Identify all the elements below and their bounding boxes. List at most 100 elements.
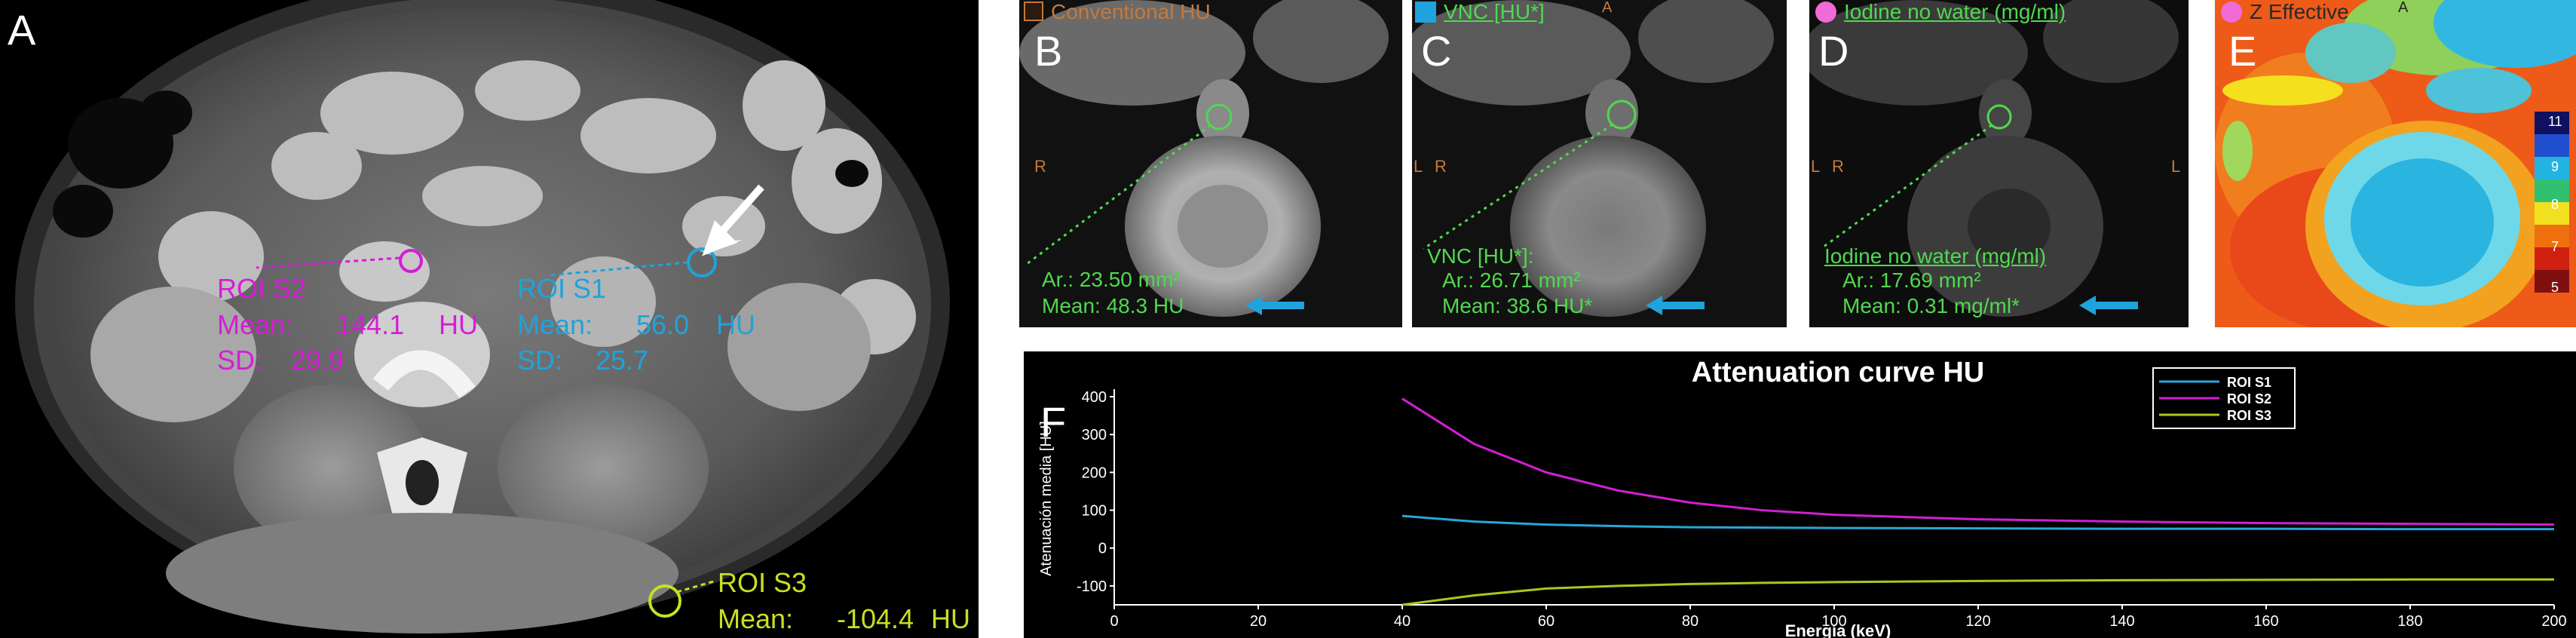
- roi-s1-circle: [687, 247, 717, 278]
- roi-mean: Mean: 38.6 HU*: [1442, 294, 1593, 317]
- mass: [1510, 136, 1706, 317]
- roi-mean: Mean: 0.31 mg/ml*: [1842, 294, 2020, 317]
- roi-label: Iodine no water (mg/ml): [1824, 244, 2047, 268]
- y-tick-label: 300: [1082, 427, 1107, 443]
- arrow-left-icon: [1646, 296, 1705, 315]
- panel-c-image: [1412, 0, 1787, 327]
- scale-tick-8: 8: [2551, 197, 2559, 212]
- panel-e-z-effective: Z Effective A E 11 9 8 7 5: [2215, 0, 2576, 327]
- panel-d-iodine: Iodine no water (mg/ml) D L R L Iodine n…: [1809, 0, 2189, 327]
- bowel-loops: [158, 60, 916, 354]
- roi-s1-sd-value: 25.7: [596, 345, 649, 376]
- roi-circle: [1986, 104, 2012, 130]
- x-tick-label: 100: [1821, 613, 1846, 630]
- roi-s2-sd-label: SD:: [217, 345, 263, 376]
- series-line-roi-s3: [1401, 578, 2554, 606]
- roi-s1-mean-value: 56.0: [636, 309, 690, 340]
- header-swatch: [1024, 2, 1043, 21]
- roi-s3-mean-unit: HU: [931, 603, 970, 634]
- panel-letter-f: F: [1040, 398, 1067, 446]
- x-tick-label: 180: [2397, 613, 2422, 630]
- y-axis-label: Atenuación media [HU]: [1038, 421, 1055, 576]
- roi-circle: [1205, 103, 1233, 130]
- roi-s2-mean-value: 144.1: [336, 309, 405, 340]
- series-line-roi-s2: [1401, 397, 2555, 526]
- orientation-l-right: L: [2171, 157, 2181, 176]
- panel-letter-d: D: [1818, 27, 1849, 75]
- roi-label: VNC [HU*]:: [1427, 244, 1534, 268]
- orientation-a: A: [1602, 0, 1613, 16]
- scale-tick-5: 5: [2551, 280, 2559, 295]
- roi-s1-mean-label: Mean:: [517, 309, 593, 340]
- y-tick-label: 100: [1082, 503, 1107, 520]
- panel-b-image: [1019, 0, 1402, 327]
- x-tick-label: 20: [1250, 613, 1267, 630]
- roi-s2-mean-label: Mean:: [217, 309, 293, 340]
- panel-b-header: Conventional HU: [1051, 0, 1211, 23]
- color-scale-bar: [2535, 112, 2569, 293]
- panel-d-header: Iodine no water (mg/ml): [1844, 0, 2066, 23]
- arrow-icon: [701, 184, 764, 256]
- y-tick-label: -100: [1077, 578, 1107, 595]
- legend-label: ROI S1: [2227, 375, 2271, 390]
- roi-s3-circle: [648, 584, 682, 618]
- y-tick-label: 0: [1098, 541, 1107, 557]
- panel-c-header: VNC [HU*]: [1444, 0, 1545, 23]
- roi-mean: Mean: 48.3 HU: [1042, 294, 1184, 317]
- roi-s3-title: ROI S3: [718, 567, 807, 598]
- arrow-left-icon: [2079, 296, 2138, 315]
- roi-circle: [1607, 100, 1637, 130]
- orientation-r: R: [1435, 157, 1447, 176]
- ct-axial-image: [0, 0, 979, 638]
- roi-area: Ar.: 17.69 mm²: [1842, 268, 1981, 292]
- header-swatch: [1815, 2, 1836, 23]
- roi-s2-title: ROI S2: [217, 273, 307, 304]
- legend-label: ROI S2: [2227, 391, 2271, 406]
- panel-f-attenuation-chart: F Attenuation curve HU Energía (keV) Ate…: [1024, 351, 2576, 638]
- panel-e-colormap: [2215, 0, 2576, 327]
- x-tick-label: 200: [2541, 613, 2566, 630]
- y-tick-label: 200: [1082, 465, 1107, 481]
- vessel: [550, 256, 656, 347]
- panel-e-header: Z Effective: [2250, 0, 2349, 23]
- header-swatch: [1415, 2, 1436, 23]
- roi-s1-sd-label: SD:: [517, 345, 563, 376]
- x-tick-label: 80: [1682, 613, 1698, 630]
- roi-area: Ar.: 23.50 mm²: [1042, 268, 1181, 291]
- panel-a-ct-axial: A ROI S2 Mean: 144.1 HU SD: 29.9 ROI S1 …: [0, 0, 979, 638]
- panel-letter-e: E: [2228, 27, 2257, 75]
- x-tick-label: 60: [1538, 613, 1554, 630]
- psoas-left: [498, 385, 709, 551]
- attenuation-chart: Attenuation curve HU Energía (keV) Atenu…: [1038, 357, 2567, 638]
- colonic-gas: [53, 90, 868, 238]
- panel-letter-b: B: [1034, 27, 1063, 75]
- orientation-l: L: [1414, 157, 1423, 176]
- y-tick-label: 400: [1082, 389, 1107, 406]
- x-tick-label: 0: [1110, 613, 1118, 630]
- panel-c-vnc: VNC [HU*] A C L R VNC [HU*]: Ar.: 26.71 …: [1412, 0, 1787, 327]
- roi-s3-mean-value: -104.4: [837, 603, 914, 634]
- x-axis-label: Energía (keV): [1785, 621, 1891, 638]
- legend-box: [2152, 367, 2296, 429]
- arrow-left-icon: [1245, 296, 1304, 315]
- header-swatch: [2221, 2, 2242, 23]
- psoas-right: [234, 385, 430, 551]
- left-kidney: [727, 283, 871, 411]
- x-tick-label: 120: [1965, 613, 1990, 630]
- orientation-r: R: [1034, 157, 1046, 176]
- legend-label: ROI S3: [2227, 408, 2271, 423]
- x-tick-label: 40: [1394, 613, 1411, 630]
- x-tick-label: 160: [2253, 613, 2278, 630]
- panel-d-image: [1809, 0, 2189, 327]
- orientation-l: L: [1811, 157, 1821, 176]
- roi-s2-sd-value: 29.9: [291, 345, 345, 376]
- scale-tick-7: 7: [2551, 239, 2559, 254]
- roi-s2-circle: [399, 249, 423, 273]
- roi-s2-mean-unit: HU: [439, 309, 478, 340]
- panel-letter-c: C: [1421, 27, 1452, 75]
- panel-letter-a: A: [8, 6, 36, 54]
- orientation-r: R: [1832, 157, 1844, 176]
- roi-s3-mean-label: Mean:: [718, 603, 794, 634]
- roi-area: Ar.: 26.71 mm²: [1442, 268, 1581, 292]
- series-line-roi-s1: [1401, 514, 2554, 531]
